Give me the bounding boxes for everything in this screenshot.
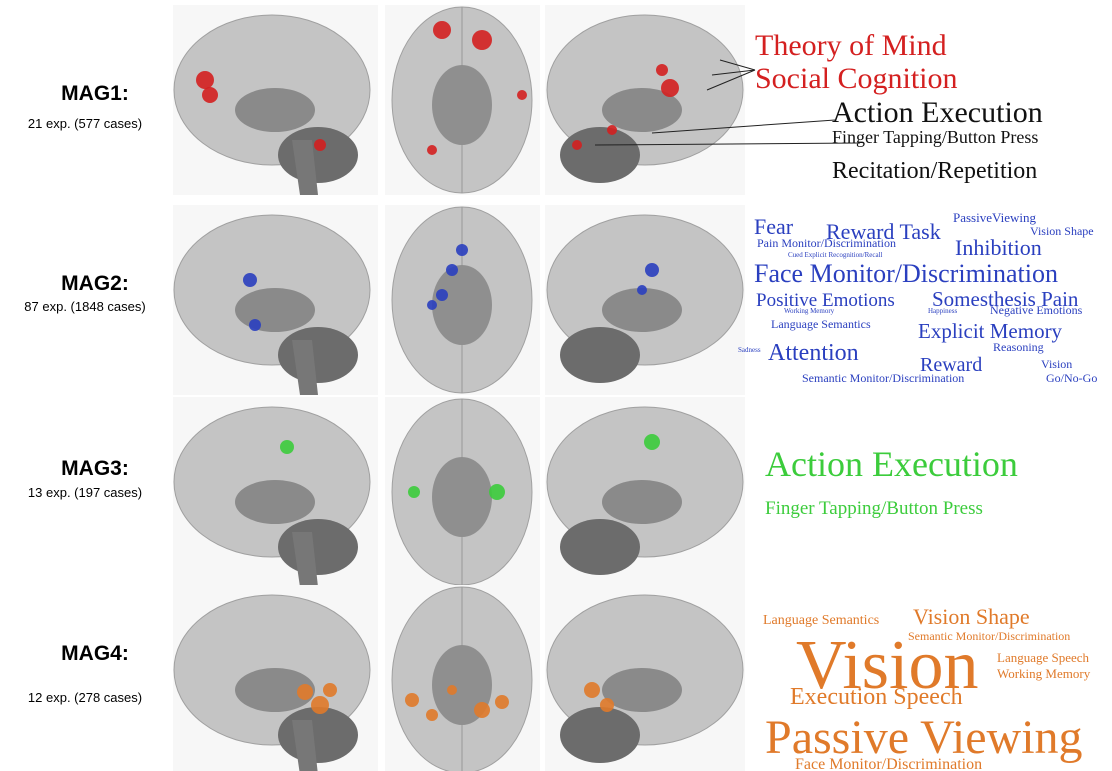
cerebellum — [560, 127, 640, 183]
term: Action Execution — [765, 444, 1018, 484]
term: Language Semantics — [771, 317, 871, 331]
activation-cluster — [297, 684, 313, 700]
subcortex — [235, 480, 315, 524]
term: Face Monitor/Discrimination — [795, 756, 982, 771]
subcortex — [432, 265, 492, 345]
activation-cluster — [436, 289, 448, 301]
term: Finger Tapping/Button Press — [832, 127, 1038, 147]
term: Go/No-Go — [1046, 371, 1097, 385]
brain-renderings — [173, 5, 745, 771]
activation-cluster — [584, 682, 600, 698]
term: Finger Tapping/Button Press — [765, 498, 983, 519]
subcortex — [602, 480, 682, 524]
activation-cluster — [311, 696, 329, 714]
figure: MAG1: 21 exp. (577 cases) MAG2: 87 exp. (18… — [0, 0, 1112, 771]
cerebellum — [278, 519, 358, 575]
panel-label: MAG1: — [61, 82, 129, 105]
activation-cluster — [202, 87, 218, 103]
subcortex — [235, 88, 315, 132]
term: Vision — [1041, 357, 1072, 371]
activation-cluster — [323, 683, 337, 697]
cerebellum — [560, 519, 640, 575]
panel-details: 21 exp. (577 cases) — [28, 116, 142, 131]
term: Working Memory — [784, 307, 835, 315]
brain-row — [173, 5, 745, 195]
activation-cluster — [408, 486, 420, 498]
cerebellum — [278, 707, 358, 763]
term: Pain Monitor/Discrimination — [757, 236, 896, 250]
cerebellum — [278, 327, 358, 383]
term: Language Semantics — [763, 613, 879, 628]
activation-cluster — [600, 698, 614, 712]
activation-cluster — [656, 64, 668, 76]
activation-cluster — [572, 140, 582, 150]
term: Working Memory — [997, 666, 1091, 681]
brain-row — [173, 205, 745, 395]
panel-label: MAG3: — [61, 457, 129, 480]
cerebellum — [560, 707, 640, 763]
term: Inhibition — [955, 235, 1042, 260]
term: Cued Explicit Recognition/Recall — [788, 251, 883, 259]
activation-cluster — [426, 709, 438, 721]
cerebellum — [560, 327, 640, 383]
term: Happiness — [928, 307, 957, 315]
term: Semantic Monitor/Discrimination — [802, 371, 964, 385]
panel-details: 12 exp. (278 cases) — [28, 690, 142, 705]
activation-cluster — [645, 263, 659, 277]
term: Execution Speech — [790, 684, 963, 710]
activation-cluster — [644, 434, 660, 450]
term: Vision Shape — [913, 604, 1030, 629]
term: Social Cognition — [755, 62, 958, 95]
term: PassiveViewing — [953, 210, 1036, 225]
panel-details: 13 exp. (197 cases) — [28, 485, 142, 500]
activation-cluster — [637, 285, 647, 295]
term: Language Speech — [997, 650, 1090, 665]
term: Sadness — [738, 346, 761, 354]
activation-cluster — [495, 695, 509, 709]
panel-label: MAG4: — [61, 642, 129, 665]
activation-cluster — [314, 139, 326, 151]
panel-details: 87 exp. (1848 cases) — [24, 299, 145, 314]
activation-cluster — [427, 300, 437, 310]
brain-row — [173, 585, 745, 771]
activation-cluster — [249, 319, 261, 331]
subcortex — [432, 457, 492, 537]
activation-cluster — [243, 273, 257, 287]
activation-cluster — [433, 21, 451, 39]
activation-cluster — [474, 702, 490, 718]
brain-row — [173, 397, 745, 587]
activation-cluster — [447, 685, 457, 695]
subcortex — [235, 288, 315, 332]
activation-cluster — [405, 693, 419, 707]
subcortex — [602, 668, 682, 712]
activation-cluster — [446, 264, 458, 276]
term: Action Execution — [832, 96, 1043, 129]
activation-cluster — [661, 79, 679, 97]
activation-cluster — [280, 440, 294, 454]
term: Theory of Mind — [755, 29, 947, 62]
panel-label: MAG2: — [61, 272, 129, 295]
activation-cluster — [196, 71, 214, 89]
activation-cluster — [489, 484, 505, 500]
activation-cluster — [427, 145, 437, 155]
activation-cluster — [607, 125, 617, 135]
activation-cluster — [456, 244, 468, 256]
panel-labels: MAG1: 21 exp. (577 cases) MAG2: 87 exp. (18… — [24, 82, 145, 705]
term: Recitation/Repetition — [832, 158, 1037, 184]
activation-cluster — [517, 90, 527, 100]
cerebellum — [278, 127, 358, 183]
term: Face Monitor/Discrimination — [754, 259, 1058, 288]
subcortex — [432, 65, 492, 145]
activation-cluster — [472, 30, 492, 50]
term: Negative Emotions — [990, 303, 1083, 317]
term: Reasoning — [993, 340, 1044, 354]
term: Attention — [768, 340, 859, 366]
